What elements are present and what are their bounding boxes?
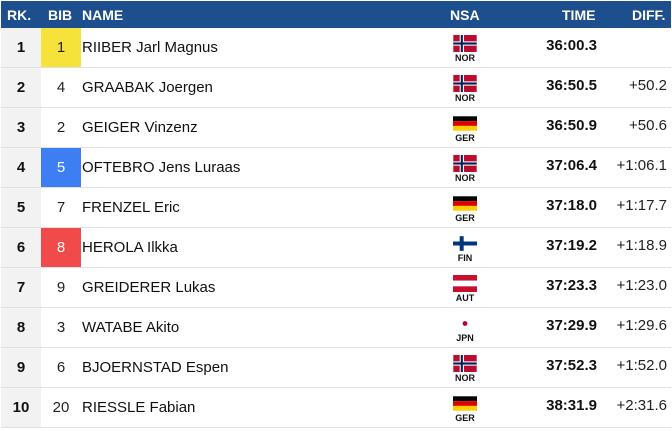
table-row[interactable]: 1 1 RIIBER Jarl Magnus NOR 36:00.3	[1, 28, 671, 68]
germany-flag-icon	[453, 115, 477, 132]
table-row[interactable]: 2 4 GRAABAK Joergen NOR 36:50.5 +50.2	[1, 68, 671, 108]
norway-flag-icon	[453, 35, 477, 52]
table-header: RK. BIB NAME NSA TIME DIFF.	[1, 1, 671, 28]
time-cell: 37:18.0	[546, 197, 597, 214]
time-cell: 37:23.3	[546, 277, 597, 294]
table-row[interactable]: 9 6 BJOERNSTAD Espen NOR 37:52.3 +1:52.0	[1, 348, 671, 388]
rank-cell: 3	[1, 108, 41, 147]
nsa-code: NOR	[455, 373, 475, 383]
athlete-name[interactable]: FRENZEL Eric	[82, 199, 180, 216]
rank-cell: 5	[1, 188, 41, 227]
diff-cell: +1:06.1	[616, 157, 667, 174]
bib-cell: 8	[41, 228, 81, 267]
diff-cell: +1:23.0	[616, 277, 667, 294]
athlete-name[interactable]: WATABE Akito	[82, 319, 180, 336]
rank-cell: 9	[1, 348, 41, 387]
bib-cell: 1	[41, 28, 81, 67]
rank-cell: 7	[1, 268, 41, 307]
time-cell: 36:50.9	[546, 117, 597, 134]
time-cell: 36:00.3	[546, 37, 597, 54]
time-cell: 37:06.4	[546, 157, 597, 174]
bib-cell: 4	[56, 79, 66, 96]
nsa-code: AUT	[455, 293, 475, 303]
nsa-code: GER	[455, 413, 475, 423]
rank-cell: 2	[1, 68, 41, 107]
time-cell: 37:52.3	[546, 357, 597, 374]
athlete-name[interactable]: HEROLA Ilkka	[82, 239, 178, 256]
bib-cell: 6	[56, 359, 66, 376]
nsa-code: NOR	[455, 173, 475, 183]
header-nsa: NSA	[450, 7, 480, 23]
bib-cell: 7	[56, 199, 66, 216]
nsa-code: JPN	[456, 333, 474, 343]
athlete-name[interactable]: GREIDERER Lukas	[82, 279, 216, 296]
table-row[interactable]: 8 3 WATABE Akito JPN 37:29.9 +1:29.6	[1, 308, 671, 348]
bib-cell: 9	[56, 279, 66, 296]
table-row[interactable]: 4 5 OFTEBRO Jens Luraas NOR 37:06.4 +1:06.1	[1, 148, 671, 188]
germany-flag-icon	[453, 195, 477, 212]
header-rank: RK.	[7, 7, 32, 23]
norway-flag-icon	[453, 155, 477, 172]
bib-cell: 3	[56, 319, 66, 336]
diff-cell: +50.2	[629, 77, 667, 94]
diff-cell: +1:17.7	[616, 197, 667, 214]
table-row[interactable]: 3 2 GEIGER Vinzenz GER 36:50.9 +50.6	[1, 108, 671, 148]
table-row[interactable]: 10 20 RIESSLE Fabian GER 38:31.9 +2:31.6	[1, 388, 671, 428]
table-row[interactable]: 5 7 FRENZEL Eric GER 37:18.0 +1:17.7	[1, 188, 671, 228]
japan-flag-icon	[453, 315, 477, 332]
athlete-name[interactable]: RIIBER Jarl Magnus	[82, 39, 218, 56]
time-cell: 37:29.9	[546, 317, 597, 334]
diff-cell: +1:18.9	[616, 237, 667, 254]
bib-cell: 2	[56, 119, 66, 136]
nsa-code: GER	[455, 133, 475, 143]
diff-cell: +1:29.6	[616, 317, 667, 334]
header-name: NAME	[82, 7, 124, 23]
austria-flag-icon	[453, 275, 477, 292]
athlete-name[interactable]: RIESSLE Fabian	[82, 399, 196, 416]
norway-flag-icon	[453, 75, 477, 92]
nsa-code: NOR	[455, 53, 475, 63]
header-bib: BIB	[48, 7, 73, 23]
table-row[interactable]: 7 9 GREIDERER Lukas AUT 37:23.3 +1:23.0	[1, 268, 671, 308]
nsa-code: GER	[455, 213, 475, 223]
diff-cell	[601, 28, 667, 67]
rank-cell: 4	[1, 148, 41, 187]
bib-cell: 5	[41, 148, 81, 187]
nsa-code: NOR	[455, 93, 475, 103]
rank-cell: 6	[1, 228, 41, 267]
bib-cell: 20	[52, 399, 70, 416]
rank-cell: 10	[1, 388, 41, 427]
rank-cell: 1	[1, 28, 41, 67]
table-row[interactable]: 6 8 HEROLA Ilkka FIN 37:19.2 +1:18.9	[1, 228, 671, 268]
diff-cell: +2:31.6	[616, 397, 667, 414]
diff-cell: +50.6	[629, 117, 667, 134]
time-cell: 37:19.2	[546, 237, 597, 254]
athlete-name[interactable]: BJOERNSTAD Espen	[82, 359, 229, 376]
header-time: TIME	[562, 7, 596, 23]
germany-flag-icon	[453, 395, 477, 412]
norway-flag-icon	[453, 355, 477, 372]
athlete-name[interactable]: GEIGER Vinzenz	[82, 119, 198, 136]
finland-flag-icon	[453, 235, 477, 252]
nsa-code: FIN	[457, 253, 473, 263]
header-diff: DIFF.	[632, 7, 666, 23]
athlete-name[interactable]: GRAABAK Joergen	[82, 79, 213, 96]
diff-cell: +1:52.0	[616, 357, 667, 374]
rank-cell: 8	[1, 308, 41, 347]
time-cell: 36:50.5	[546, 77, 597, 94]
athlete-name[interactable]: OFTEBRO Jens Luraas	[82, 159, 241, 176]
time-cell: 38:31.9	[546, 397, 597, 414]
